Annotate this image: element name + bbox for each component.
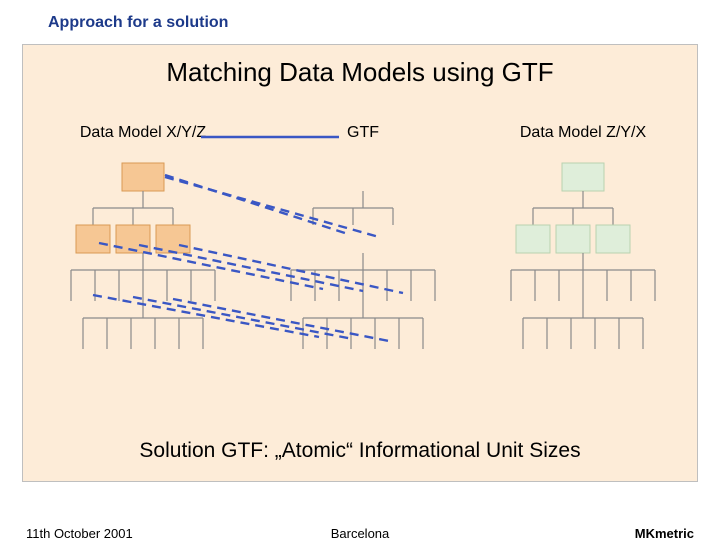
column-label-right: Data Model Z/Y/X xyxy=(520,125,647,141)
footer-brand: MKmetric xyxy=(635,526,694,541)
content-panel: Matching Data Models using GTF Data Mode… xyxy=(22,44,698,482)
solution-text: Solution GTF: „Atomic“ Informational Uni… xyxy=(23,439,697,463)
footer-location: Barcelona xyxy=(0,526,720,541)
main-title: Matching Data Models using GTF xyxy=(23,57,697,88)
column-label-center: GTF xyxy=(347,125,379,141)
column-label-left: Data Model X/Y/Z xyxy=(80,125,207,141)
section-title: Approach for a solution xyxy=(48,14,228,32)
diagram-svg: Data Model X/Y/Z GTF Data Model Z/Y/X xyxy=(23,125,699,425)
